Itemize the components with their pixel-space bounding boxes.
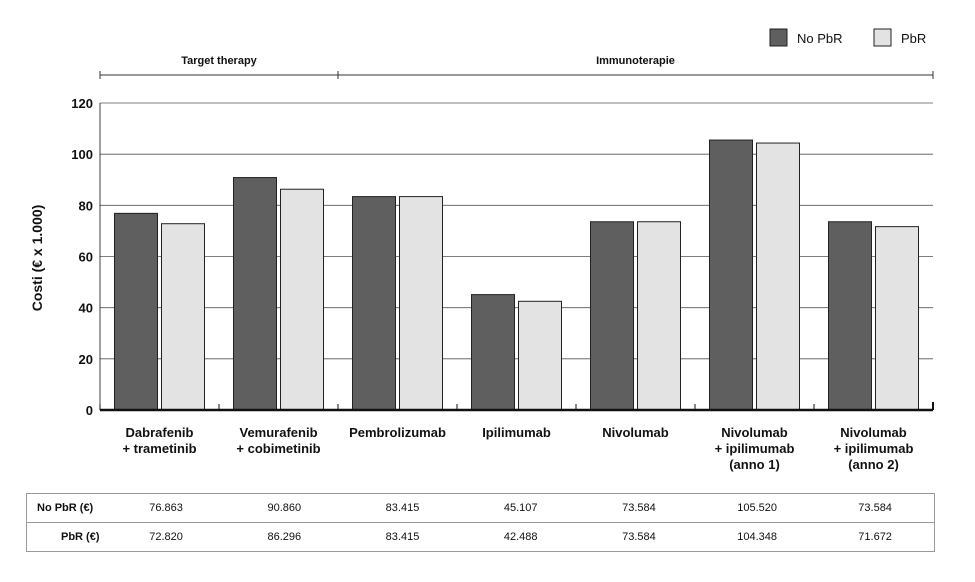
group-brackets: Target therapy Immunoterapie — [99, 55, 934, 79]
legend-label: PbR — [901, 31, 926, 46]
y-tick-label: 100 — [71, 147, 93, 162]
legend-swatch — [873, 28, 892, 47]
table-cell: 72.820 — [107, 522, 226, 552]
y-axis-label: Costi (€ x 1.000) — [29, 205, 45, 312]
category-label-line: (anno 1) — [729, 457, 780, 472]
table-cell: 90.860 — [225, 493, 344, 523]
y-tick-label: 20 — [79, 352, 93, 367]
bar-chart: No PbR PbR Target therapy Immunoterapie 0 2… — [29, 28, 934, 472]
category-label-line: Vemurafenib — [239, 425, 317, 440]
bar-pbr — [399, 196, 443, 411]
y-tick-label: 40 — [79, 301, 93, 316]
category-label-line: (anno 2) — [848, 457, 899, 472]
bar-pbr — [756, 142, 800, 411]
group-label: Immunoterapie — [596, 55, 675, 67]
table-row-label: No PbR (€) — [26, 493, 107, 523]
bar-no-pbr — [471, 294, 515, 411]
category-label-line: + trametinib — [122, 441, 196, 456]
table-cell: 83.415 — [343, 493, 462, 523]
table-cell: 45.107 — [461, 493, 580, 523]
bar-no-pbr — [233, 177, 277, 411]
table-row: No PbR (€) 76.863 90.860 83.415 45.107 73.584… — [26, 493, 936, 523]
legend: No PbR PbR — [769, 28, 926, 47]
category-label-line: + ipilimumab — [715, 441, 795, 456]
legend-swatch — [769, 28, 788, 47]
category-label-line: Dabrafenib — [126, 425, 194, 440]
bar-no-pbr — [590, 221, 634, 411]
table-cell: 73.584 — [579, 522, 699, 552]
bar-pbr — [161, 223, 205, 411]
category-label: Nivolumab + ipilimumab (anno 1) — [715, 425, 795, 472]
x-axis — [99, 103, 934, 412]
bar-no-pbr — [352, 196, 396, 411]
table-cell: 86.296 — [225, 522, 344, 552]
legend-label: No PbR — [797, 31, 843, 46]
gridlines — [100, 102, 933, 360]
category-label-line: Pembrolizumab — [349, 425, 446, 440]
bar-pbr — [875, 226, 919, 411]
table-cell: 83.415 — [343, 522, 462, 552]
y-tick-label: 80 — [79, 198, 93, 213]
category-label: Pembrolizumab — [349, 425, 446, 440]
y-axis-ticks: 0 20 40 60 80 100 120 — [71, 96, 93, 418]
table-cell: 104.348 — [698, 522, 817, 552]
category-label: Vemurafenib + cobimetinib — [236, 425, 320, 456]
table-row: PbR (€) 72.820 86.296 83.415 42.488 73.584 104… — [26, 522, 936, 552]
bar-no-pbr — [828, 221, 872, 411]
category-label: Nivolumab — [602, 425, 669, 440]
category-label-line: Nivolumab — [721, 425, 788, 440]
category-label-line: Nivolumab — [602, 425, 669, 440]
bars — [114, 139, 919, 411]
values-table: No PbR (€) 76.863 90.860 83.415 45.107 73.584… — [26, 493, 936, 552]
table-row-label: PbR (€) — [26, 522, 107, 552]
category-label: Nivolumab + ipilimumab (anno 2) — [834, 425, 914, 472]
table-cell: 76.863 — [107, 493, 226, 523]
category-label-line: + ipilimumab — [834, 441, 914, 456]
bar-no-pbr — [114, 212, 158, 411]
bar-pbr — [518, 300, 562, 411]
table-cell: 71.672 — [816, 522, 936, 552]
bar-no-pbr — [709, 139, 753, 411]
y-tick-label: 60 — [79, 250, 93, 265]
bar-pbr — [637, 221, 681, 411]
table-cell: 73.584 — [579, 493, 699, 523]
table-cell: 73.584 — [816, 493, 936, 523]
table-cell: 42.488 — [461, 522, 580, 552]
y-tick-label: 0 — [86, 403, 93, 418]
category-label-line: + cobimetinib — [236, 441, 320, 456]
y-tick-label: 120 — [71, 96, 93, 111]
group-label: Target therapy — [181, 55, 257, 67]
category-label: Ipilimumab — [482, 425, 551, 440]
category-labels: Dabrafenib + trametinib Vemurafenib + cobim… — [122, 425, 913, 472]
category-label-line: Ipilimumab — [482, 425, 551, 440]
table-cell: 105.520 — [698, 493, 817, 523]
category-label: Dabrafenib + trametinib — [122, 425, 196, 456]
bar-pbr — [280, 188, 324, 411]
category-label-line: Nivolumab — [840, 425, 907, 440]
